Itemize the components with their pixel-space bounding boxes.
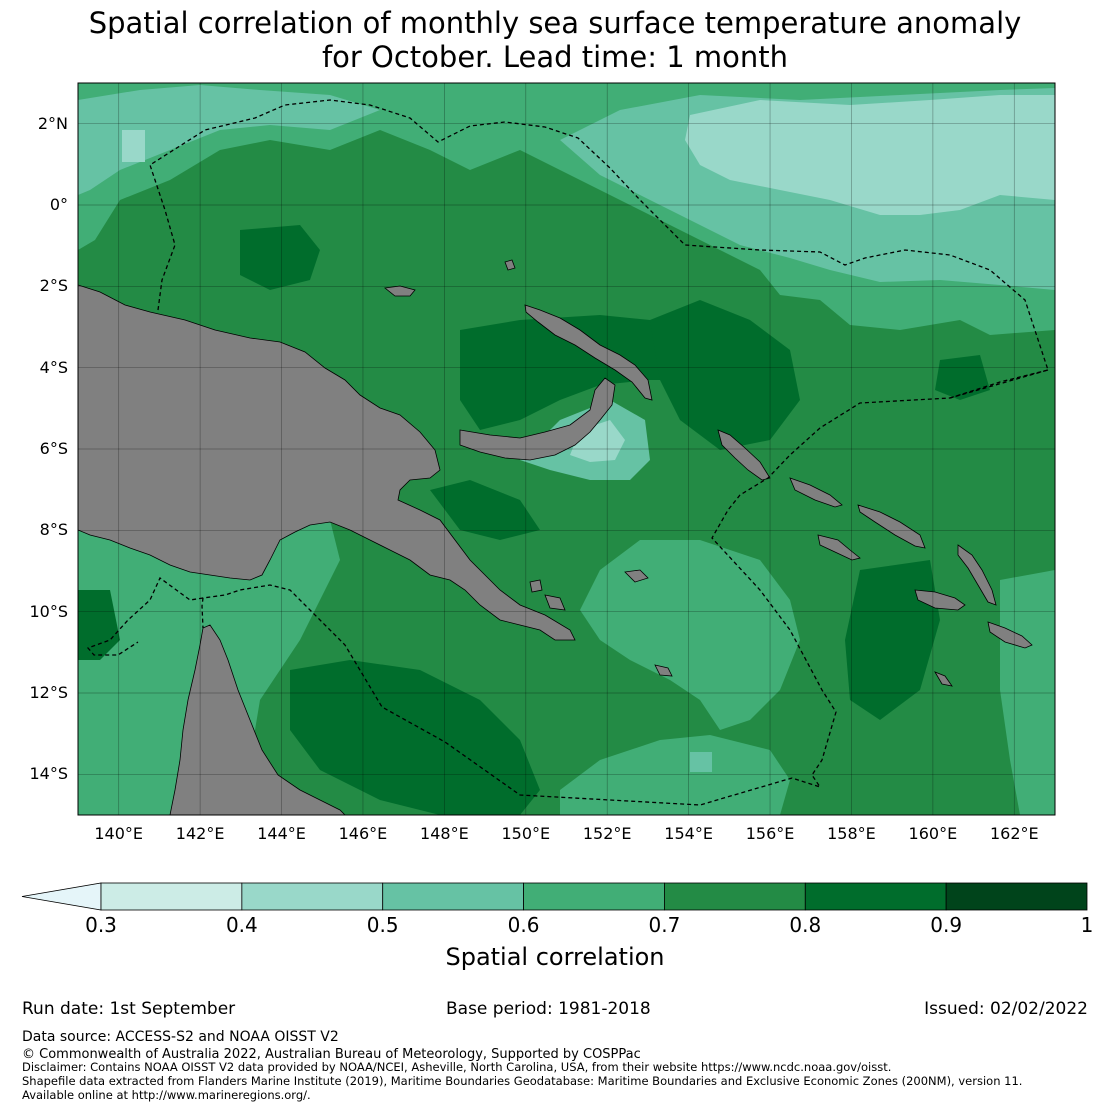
lon-tick-label: 156°E: [745, 824, 795, 843]
solomon-island-choiseul: [789, 477, 843, 508]
new-britain-land: [459, 377, 616, 461]
australia-land: [169, 624, 346, 815]
graticule: [78, 83, 1055, 815]
colorbar-tick-label: 0.6: [507, 913, 540, 937]
island-misc-4: [544, 594, 566, 611]
colorbar-tick-label: 0.7: [648, 913, 681, 937]
colorbar-bin: [382, 882, 524, 911]
colorbar-tick-label: 0.3: [85, 913, 117, 937]
lon-tick-label: 162°E: [989, 824, 1039, 843]
colorbar-tick-label: 0.5: [366, 913, 399, 937]
lon-tick-label: 146°E: [338, 824, 388, 843]
lon-tick-label: 140°E: [94, 824, 144, 843]
disclaimer: Disclaimer: Contains NOAA OISST V2 data …: [22, 1060, 892, 1074]
bougainville-land: [717, 429, 771, 481]
new-guinea-land: [78, 284, 576, 641]
eez-boundaries: [86, 99, 1049, 806]
base-period: Base period: 1981-2018: [446, 999, 651, 1019]
lon-tick-label: 150°E: [501, 824, 551, 843]
lon-tick-label: 142°E: [175, 824, 225, 843]
colorbar-bin: [804, 882, 947, 911]
field-0.8-0.9-coral: [290, 660, 540, 815]
colorbar: [21, 882, 1088, 911]
copyright: © Commonwealth of Australia 2022, Austra…: [22, 1047, 641, 1062]
map-frame: [77, 82, 1056, 816]
colorbar-tick-label: 1: [1080, 913, 1094, 937]
colorbar-tick-label: 0.8: [789, 913, 822, 937]
field-0.8-0.9-solomon: [650, 300, 800, 450]
lon-tick-label: 148°E: [420, 824, 469, 843]
colorbar-tick-label: 0.9: [930, 913, 963, 937]
map-panel: [77, 82, 1056, 816]
solomon-island-malaita: [957, 544, 997, 606]
chart-title-line-1: Spatial correlation of monthly sea surfa…: [88, 6, 1022, 40]
lat-tick-label: 4°S: [39, 357, 68, 377]
field-0.4-0.5-nw: [122, 130, 145, 162]
field-0.8-0.9-torres: [78, 590, 120, 660]
colorbar-bin: [100, 882, 243, 911]
island-misc-6: [934, 671, 953, 687]
shapefile-credit: Shapefile data extracted from Flanders M…: [22, 1074, 1023, 1088]
lat-tick-label: 0°: [49, 195, 68, 214]
island-misc-5: [654, 664, 673, 677]
lat-tick-label: 14°S: [29, 764, 68, 784]
marineregions-link: Available online at http://www.marinereg…: [22, 1088, 311, 1102]
manus-island: [384, 285, 416, 297]
lon-tick-label: 154°E: [664, 824, 713, 843]
lon-tick-label: 144°E: [257, 824, 306, 843]
new-ireland-land: [524, 304, 653, 401]
chart-title-line-2: for October. Lead time: 1 month: [321, 40, 789, 74]
field-0.8-0.9-far-east: [935, 355, 990, 400]
solomon-island-guadalcanal: [914, 589, 966, 611]
field-0.8-0.9-png-north: [240, 225, 320, 290]
lat-tick-label: 10°S: [29, 601, 68, 621]
colorbar-bin: [945, 882, 1088, 911]
lon-tick-label: 160°E: [908, 824, 958, 843]
eez-solomon-east: [949, 369, 1049, 399]
lon-tick-label: 152°E: [582, 824, 632, 843]
field-0.8-0.9-east: [845, 560, 940, 720]
field-0.4-0.5-northeast: [685, 95, 1055, 215]
field-0.5-0.6-northwest: [78, 85, 380, 195]
solomon-island-makira: [987, 621, 1033, 649]
solomon-island-new-georgia: [817, 534, 861, 561]
solomon-island-santa-isabel: [857, 504, 926, 549]
eez-torres: [86, 577, 204, 656]
island-misc-2: [624, 569, 649, 583]
field-0.8-0.9-nbritain: [430, 480, 540, 540]
colorbar-bin: [241, 882, 384, 911]
colorbar-tick-label: 0.4: [225, 913, 258, 937]
field-0.6-0.7-center: [580, 540, 800, 730]
run-date: Run date: 1st September: [22, 999, 236, 1019]
island-misc-3: [529, 579, 543, 593]
lat-tick-label: 8°S: [39, 520, 68, 540]
colorbar-label: Spatial correlation: [445, 943, 665, 971]
issued-date: Issued: 02/02/2022: [924, 999, 1088, 1019]
lon-tick-label: 158°E: [827, 824, 876, 843]
field-0.6-0.7-east: [1000, 570, 1055, 815]
field-0.6-0.7-south: [560, 735, 790, 815]
lat-tick-label: 2°S: [39, 276, 68, 296]
lat-tick-label: 6°S: [39, 439, 68, 458]
colorbar-extend-arrow: [21, 882, 102, 911]
colorbar-bin: [523, 882, 665, 911]
data-source: Data source: ACCESS-S2 and NOAA OISST V2: [22, 1029, 339, 1045]
colorbar-bin: [664, 882, 806, 911]
island-misc-1: [504, 259, 516, 271]
lat-tick-label: 12°S: [29, 683, 68, 702]
field-0.5-0.6-patch: [690, 752, 712, 772]
eez-png-north: [149, 99, 1049, 806]
lat-tick-label: 2°N: [37, 113, 68, 133]
